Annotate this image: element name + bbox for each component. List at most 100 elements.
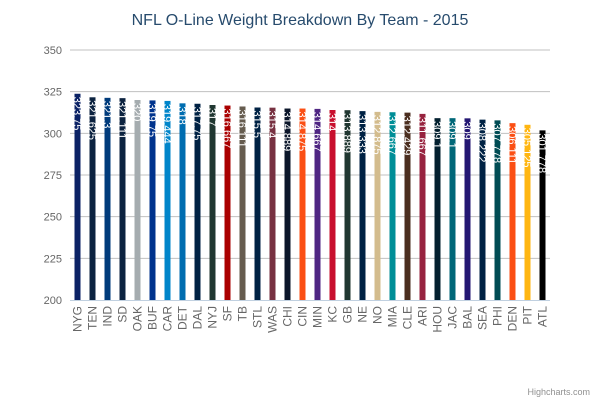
bar xyxy=(164,100,171,300)
bar xyxy=(329,110,336,300)
data-label: 309.1 xyxy=(431,121,443,149)
x-tick-label: BUF xyxy=(146,306,160,330)
x-tick-label: IND xyxy=(101,306,115,327)
x-tick-label: SD xyxy=(116,306,130,323)
x-tick-label: KC xyxy=(326,306,340,323)
y-tick-label: 300 xyxy=(44,128,62,140)
bar xyxy=(269,107,276,301)
x-tick-label: DAL xyxy=(191,306,205,330)
data-label: 321.3 xyxy=(101,101,113,129)
data-label: 314 xyxy=(326,113,338,131)
x-tick-label: TB xyxy=(236,306,250,321)
x-tick-label: WAS xyxy=(266,306,280,333)
y-tick-label: 250 xyxy=(44,212,62,224)
data-label: 317.75 xyxy=(191,107,203,141)
y-tick-label: 200 xyxy=(44,295,62,307)
x-tick-label: SEA xyxy=(476,306,490,330)
bar xyxy=(509,123,516,300)
y-tick-label: 225 xyxy=(44,253,62,265)
bar xyxy=(224,105,231,301)
data-label: 308.222 xyxy=(476,123,488,163)
data-label: 306.111 xyxy=(506,126,518,164)
data-label: 320 xyxy=(131,103,143,121)
x-tick-label: MIA xyxy=(386,306,400,327)
y-tick-label: 350 xyxy=(44,45,62,57)
bar xyxy=(464,118,471,300)
data-label: 315.4 xyxy=(266,111,278,139)
bar xyxy=(254,107,261,300)
credits-link[interactable]: Highcharts.com xyxy=(527,387,590,397)
x-tick-label: JAC xyxy=(446,306,460,329)
x-tick-label: PIT xyxy=(521,305,535,324)
x-tick-label: GB xyxy=(341,306,355,323)
bar xyxy=(104,97,111,300)
data-label: 319.444 xyxy=(161,104,173,144)
y-tick-label: 325 xyxy=(44,87,62,99)
bar xyxy=(479,119,486,300)
x-tick-label: SF xyxy=(221,306,235,321)
data-label: 305.125 xyxy=(521,128,533,168)
data-label: 317 xyxy=(206,108,218,126)
x-tick-label: TEN xyxy=(86,306,100,330)
bar xyxy=(344,110,351,300)
bar xyxy=(419,113,426,300)
bar xyxy=(89,97,96,301)
bar xyxy=(524,124,531,301)
data-label: 318 xyxy=(176,106,188,124)
data-label: 312.429 xyxy=(401,116,413,156)
x-tick-label: NE xyxy=(356,306,370,323)
bar xyxy=(149,100,156,301)
data-label: 323.75 xyxy=(71,97,83,131)
data-label: 321.625 xyxy=(86,100,98,140)
bar xyxy=(389,112,396,300)
data-label: 321.111 xyxy=(116,101,128,139)
bar xyxy=(434,118,441,301)
data-label: 316.111 xyxy=(236,109,248,147)
data-label: 314.889 xyxy=(281,112,293,152)
bar xyxy=(359,111,366,300)
data-label: 311.667 xyxy=(416,117,428,156)
x-tick-label: CHI xyxy=(281,306,295,327)
bar xyxy=(209,105,216,300)
chart-title: NFL O-Line Weight Breakdown By Team - 20… xyxy=(132,12,469,29)
bar xyxy=(374,111,381,300)
x-tick-label: CIN xyxy=(296,306,310,327)
x-tick-label: STL xyxy=(251,306,265,328)
x-tick-label: NYG xyxy=(71,306,85,332)
data-label: 314.875 xyxy=(296,112,308,152)
x-tick-label: DET xyxy=(176,305,190,330)
bar xyxy=(134,100,141,300)
bar xyxy=(194,103,201,300)
x-tick-label: OAK xyxy=(131,306,145,331)
x-tick-label: CLE xyxy=(401,306,415,329)
x-tick-label: MIN xyxy=(311,306,325,328)
data-label: 316.667 xyxy=(221,109,233,149)
bar xyxy=(119,98,126,300)
data-label: 313.889 xyxy=(341,113,353,153)
bar xyxy=(239,106,246,301)
x-tick-label: CAR xyxy=(161,306,175,332)
bar xyxy=(404,112,411,300)
x-tick-label: NO xyxy=(371,306,385,324)
bar xyxy=(314,108,321,300)
bar xyxy=(74,93,81,300)
y-tick-label: 275 xyxy=(44,170,62,182)
bar xyxy=(179,103,186,300)
x-tick-label: DEN xyxy=(506,306,520,331)
bar xyxy=(449,118,456,301)
bar xyxy=(494,120,501,301)
data-label: 314.667 xyxy=(311,112,323,152)
x-tick-label: ARI xyxy=(416,306,430,326)
x-tick-label: NYJ xyxy=(206,306,220,329)
data-label: 315.5 xyxy=(251,111,263,139)
data-label: 312.875 xyxy=(371,115,383,155)
data-label: 307.778 xyxy=(491,123,503,163)
bar xyxy=(284,108,291,300)
x-tick-label: BAL xyxy=(461,306,475,329)
data-label: 309 xyxy=(461,121,473,139)
x-tick-label: PHI xyxy=(491,306,505,326)
bar xyxy=(299,108,306,301)
data-label: 301.778 xyxy=(536,133,548,173)
